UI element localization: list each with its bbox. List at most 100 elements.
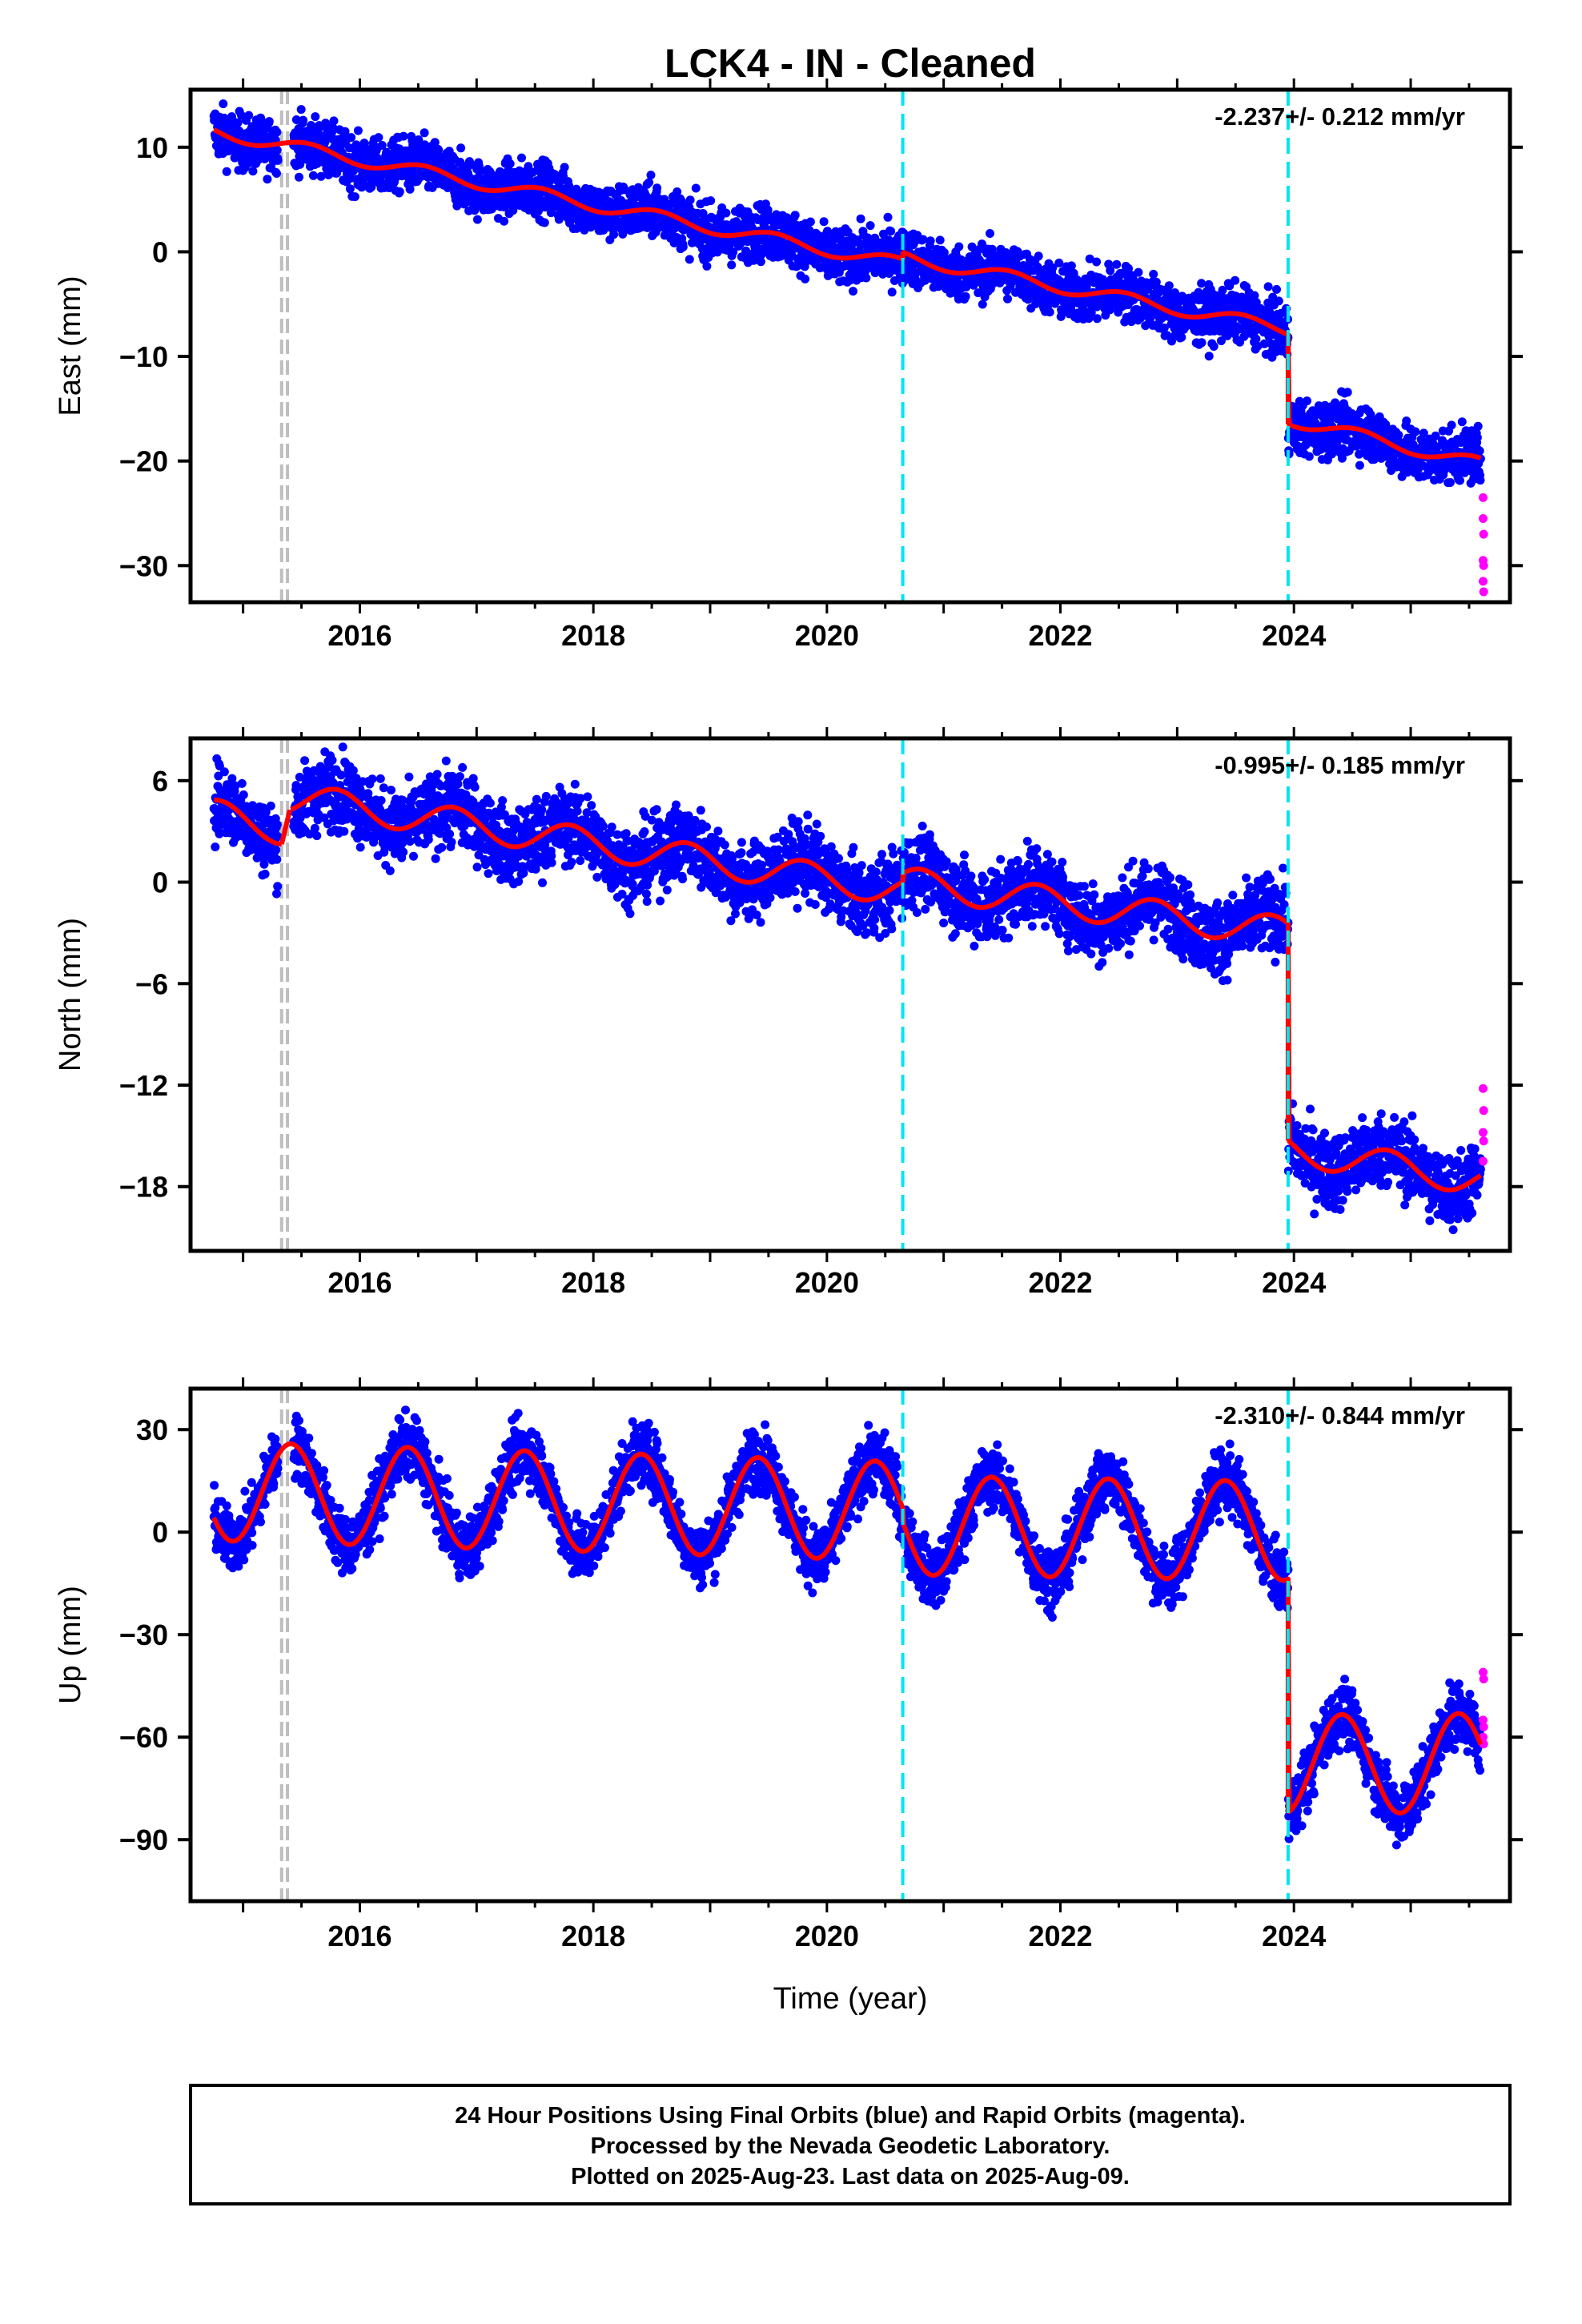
final-point [233, 118, 243, 127]
final-point [211, 842, 220, 852]
final-point [1457, 417, 1467, 427]
final-point [1092, 314, 1102, 324]
final-point [434, 145, 444, 155]
velocity-annotation: -2.237+/- 0.212 mm/yr [1215, 103, 1465, 131]
final-point [849, 287, 857, 296]
final-point [678, 242, 688, 251]
final-point [424, 834, 433, 844]
final-point [538, 878, 547, 887]
final-point [978, 300, 987, 309]
final-point [445, 830, 455, 838]
final-point [375, 774, 385, 783]
final-point [609, 230, 619, 239]
final-point [345, 184, 355, 194]
final-point [453, 779, 463, 789]
rapid-point [1478, 493, 1488, 502]
rapid-point [1479, 587, 1488, 597]
final-point [316, 171, 326, 181]
final-point [691, 183, 701, 193]
final-point [340, 127, 350, 136]
final-point [1447, 420, 1456, 430]
final-point [272, 854, 282, 864]
final-point [685, 195, 695, 205]
final-point [263, 175, 272, 184]
final-point [1204, 352, 1214, 361]
final-point [652, 183, 662, 193]
final-point [1446, 478, 1455, 487]
final-point [1402, 416, 1411, 426]
final-point [1303, 396, 1311, 406]
final-point [1177, 332, 1186, 342]
final-point [308, 171, 318, 180]
x-tick-label: 2016 [327, 619, 391, 652]
final-point [1394, 430, 1403, 440]
final-point [355, 842, 365, 852]
rapid-point [1479, 529, 1488, 539]
final-point [273, 882, 283, 891]
final-point [1231, 275, 1240, 285]
x-tick-label: 2018 [561, 619, 625, 652]
final-point [264, 117, 274, 127]
final-point [296, 105, 306, 115]
final-point [432, 770, 442, 779]
final-point [1164, 281, 1174, 291]
final-point [485, 798, 495, 808]
final-point [376, 796, 386, 805]
final-point [508, 206, 518, 215]
final-point [327, 755, 337, 765]
final-point [299, 115, 308, 125]
final-point [1274, 296, 1283, 306]
final-point [926, 236, 935, 246]
final-orbit-points [209, 99, 1485, 488]
final-point [374, 133, 383, 143]
x-tick-label: 2024 [1262, 619, 1326, 652]
final-point [239, 790, 248, 799]
final-point [1304, 452, 1314, 461]
final-point [273, 155, 283, 165]
final-point [271, 845, 281, 854]
final-point [431, 854, 440, 863]
final-point [458, 762, 468, 772]
plot-area [209, 738, 1488, 1251]
y-tick-label: 10 [136, 131, 168, 164]
final-point [883, 212, 893, 222]
rapid-point [1479, 561, 1488, 570]
final-point [644, 178, 654, 187]
final-point [935, 235, 945, 245]
final-point [260, 869, 270, 879]
final-point [1066, 261, 1076, 271]
final-point [1106, 266, 1115, 275]
final-point [339, 826, 349, 836]
final-point [347, 133, 356, 143]
final-point [886, 227, 896, 236]
final-point [404, 772, 414, 782]
final-point [887, 287, 897, 297]
final-point [244, 111, 254, 120]
final-point [685, 255, 694, 264]
final-point [505, 159, 515, 168]
final-point [819, 217, 829, 227]
final-point [470, 782, 480, 792]
final-point [1472, 432, 1482, 442]
final-point [1149, 269, 1158, 279]
final-point [805, 226, 814, 235]
rapid-point [1478, 514, 1488, 524]
final-point [237, 778, 247, 788]
x-tick-label: 2020 [795, 619, 859, 652]
final-point [801, 274, 810, 283]
rapid-point [1478, 577, 1488, 586]
final-point [272, 169, 281, 178]
final-point [498, 796, 508, 806]
final-point [1473, 421, 1483, 431]
final-point [517, 153, 526, 163]
final-point [456, 143, 466, 153]
final-point [805, 217, 815, 227]
final-point [409, 851, 418, 861]
final-point [414, 135, 424, 144]
final-point [222, 167, 231, 176]
final-point [1092, 257, 1102, 267]
final-point [272, 889, 281, 899]
final-point [560, 163, 569, 172]
x-tick-label: 2022 [1028, 619, 1092, 652]
